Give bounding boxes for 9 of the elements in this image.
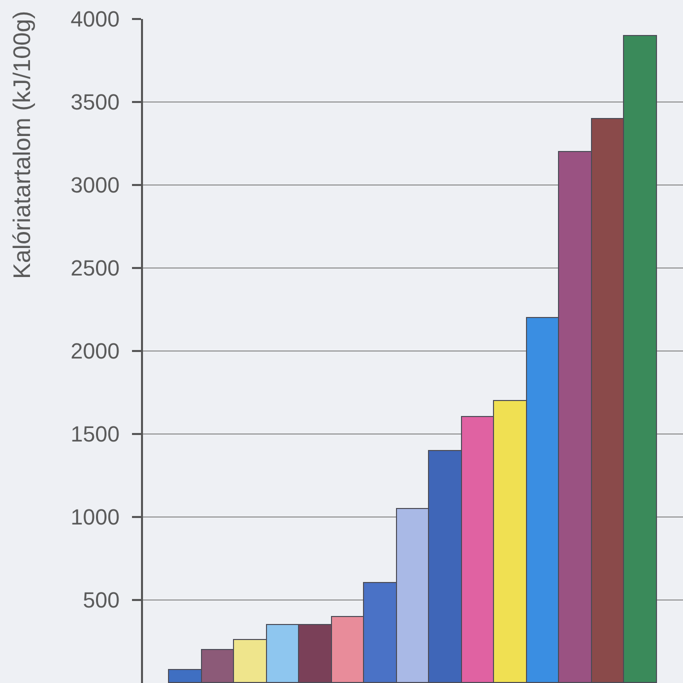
y-tick-label: 2000 (70, 338, 120, 364)
y-tick-label: 3500 (70, 90, 120, 115)
y-tick-label: 2500 (70, 256, 120, 281)
y-tick-label: 500 (82, 588, 120, 613)
y-tick-label: 4000 (70, 6, 120, 32)
y-tick-label: 1500 (70, 422, 120, 447)
y-tick-label: 1000 (70, 504, 120, 530)
y-tick-label: 3000 (70, 172, 120, 198)
y-axis-title: Kalóriatartalom (kJ/100g) (9, 10, 36, 279)
